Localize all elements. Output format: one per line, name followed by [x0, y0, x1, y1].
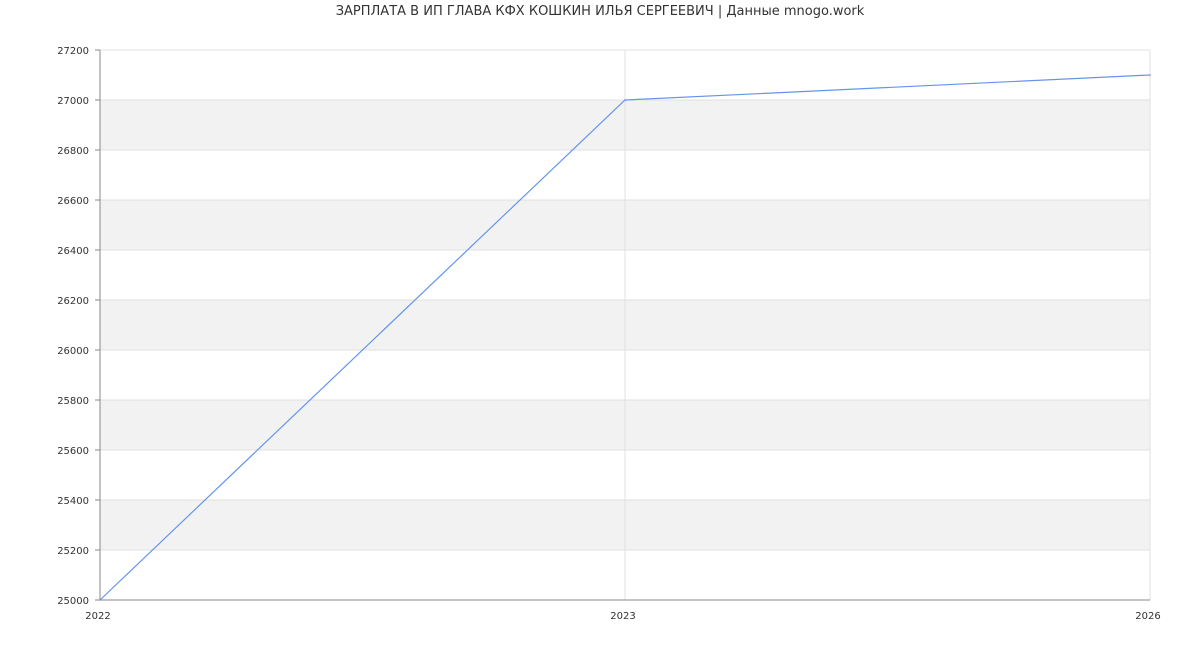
y-tick-label: 27200 [57, 46, 89, 57]
data-point [1149, 74, 1151, 76]
y-tick-label: 27000 [57, 96, 89, 107]
data-point [624, 99, 626, 101]
chart-title: ЗАРПЛАТА В ИП ГЛАВА КФХ КОШКИН ИЛЬЯ СЕРГ… [335, 4, 865, 19]
x-tick-label: 2023 [610, 611, 635, 622]
data-point [99, 599, 101, 601]
x-tick-label: 2026 [1135, 611, 1160, 622]
y-tick-label: 25000 [57, 596, 89, 607]
y-tick-label: 25800 [57, 396, 89, 407]
y-tick-label: 26200 [57, 296, 89, 307]
y-tick-label: 25400 [57, 496, 89, 507]
y-tick-label: 26800 [57, 146, 89, 157]
y-tick-label: 25200 [57, 546, 89, 557]
x-tick-label: 2022 [85, 611, 110, 622]
y-tick-label: 26400 [57, 246, 89, 257]
y-tick-label: 25600 [57, 446, 89, 457]
y-tick-label: 26600 [57, 196, 89, 207]
y-tick-label: 26000 [57, 346, 89, 357]
